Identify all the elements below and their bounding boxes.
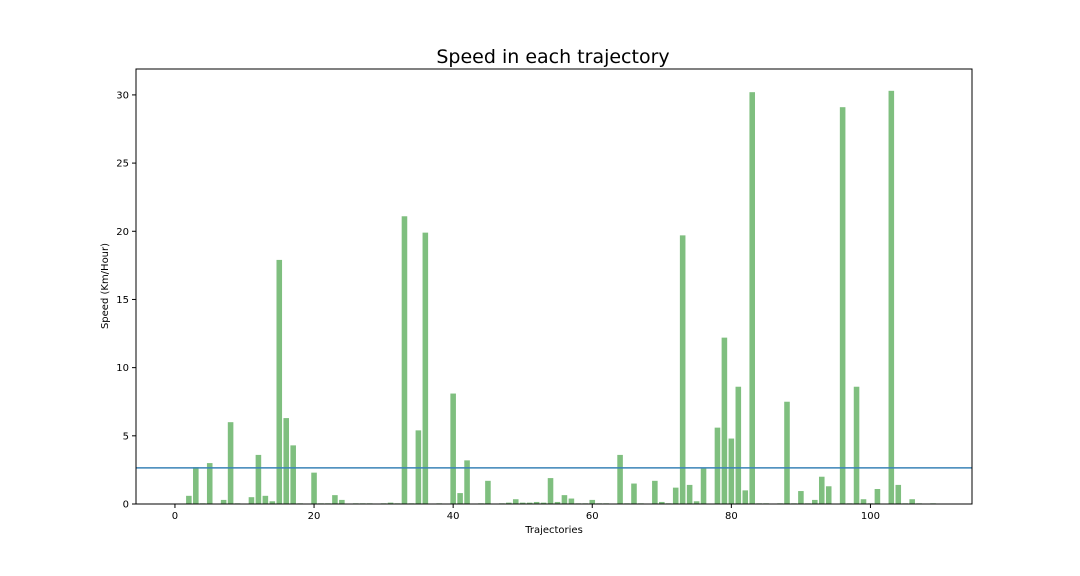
bar-83 [749,92,756,504]
bar-75 [693,501,700,504]
bar-90 [798,491,804,504]
bar-36 [422,232,429,505]
bar-74 [686,484,693,504]
y-tick-label: 5 [123,431,129,442]
bar-72 [672,487,679,504]
x-tick-label: 60 [586,511,599,522]
x-axis-ticks: 0 20 40 60 80 100 [172,504,880,522]
bar-69 [652,480,658,504]
y-tick-label: 20 [116,227,129,238]
y-tick-label: 25 [116,159,129,170]
x-axis-label: Trajectories [524,525,583,536]
bar-33 [401,216,408,505]
bar-11 [248,497,255,504]
chart-title: Speed in each trajectory [436,46,669,68]
bar-99 [860,499,867,504]
bar-66 [631,483,637,504]
bar-82 [742,490,749,504]
bar-24 [339,499,345,504]
bar-54 [547,478,554,504]
bar-50 [519,502,526,504]
bar-55 [554,501,561,504]
y-tick-label: 30 [116,90,129,101]
bar-103 [888,90,895,505]
bars-group [186,90,936,505]
y-axis-ticks: 0 5 10 15 20 25 30 [116,90,136,511]
bar-41 [457,493,463,504]
bar-53 [540,502,547,504]
plot-area-frame [135,68,973,505]
bar-64 [617,454,623,504]
bar-78 [714,427,721,504]
bar-17 [290,445,296,504]
x-tick-label: 40 [447,511,460,522]
bar-42 [464,460,470,504]
bar-31 [387,502,394,504]
bar-94 [825,486,832,504]
bar-104 [895,484,902,504]
bar-79 [721,337,728,504]
x-tick-label: 20 [308,511,321,522]
y-axis-label: Speed (Km/Hour) [100,243,111,329]
x-tick-label: 100 [861,511,880,522]
bar-45 [485,480,491,504]
bar-60 [589,499,596,504]
bar-14 [269,501,276,504]
bar-2 [186,495,192,504]
bar-3 [193,467,199,504]
y-tick-label: 10 [116,363,129,374]
bar-57 [568,498,575,504]
bar-12 [255,454,262,504]
bar-15 [276,259,283,504]
y-tick-label: 0 [123,500,129,511]
bar-56 [561,495,568,504]
bar-93 [818,476,825,504]
x-tick-label: 0 [172,511,178,522]
bar-8 [227,422,234,504]
y-tick-label: 15 [116,295,129,306]
bar-80 [728,438,735,504]
bar-51 [526,502,533,504]
bar-81 [735,386,742,504]
x-tick-label: 80 [725,511,738,522]
bar-76 [700,468,707,504]
bar-70 [659,501,665,504]
bar-7 [220,499,227,504]
bar-101 [874,489,881,504]
bar-40 [450,393,456,504]
bar-106 [909,499,915,504]
bar-49 [512,499,519,504]
bar-52 [533,501,540,504]
bar-92 [812,499,818,504]
bar-5 [206,463,213,504]
bar-88 [784,401,790,504]
bar-13 [262,495,269,504]
bar-73 [679,235,686,504]
bar-20 [311,472,317,504]
bar-96 [839,107,846,504]
bar-23 [332,495,338,504]
bar-16 [283,418,290,504]
bar-98 [853,386,860,504]
bar-48 [506,502,512,504]
